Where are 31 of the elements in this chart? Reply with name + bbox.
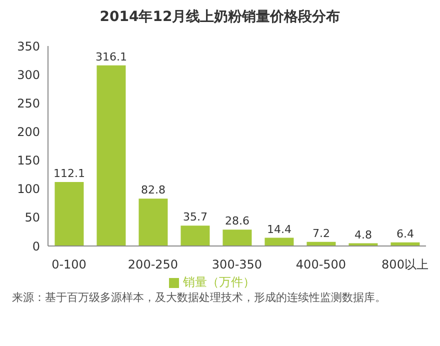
y-tick-label: 300 — [17, 68, 40, 82]
x-tick-label: 300-350 — [212, 258, 262, 272]
x-tick-label: 800以上 — [382, 258, 428, 272]
data-label: 35.7 — [182, 210, 208, 224]
y-tick-label: 50 — [24, 210, 40, 225]
bar — [180, 226, 210, 246]
chart-title: 2014年12月线上奶粉销量价格段分布 — [98, 8, 342, 26]
x-tick-label: 400-500 — [296, 258, 346, 272]
bar — [222, 230, 252, 246]
data-label: 82.8 — [140, 184, 166, 197]
bar — [54, 182, 84, 246]
x-tick-label: 200-250 — [128, 258, 178, 272]
data-label: 4.8 — [354, 228, 372, 242]
y-tick-label: 100 — [17, 182, 40, 196]
source-note: 来源：基于百万级多源样本，及大数据处理技术，形成的连续性监测数据库。 — [11, 291, 387, 305]
data-label: 14.4 — [266, 222, 292, 236]
y-tick-label: 150 — [17, 154, 40, 168]
x-tick-label: 0-100 — [52, 258, 86, 272]
y-tick-label: 350 — [17, 39, 40, 54]
bar — [138, 198, 168, 246]
y-tick-label: 200 — [17, 124, 40, 139]
data-label: 112.1 — [53, 166, 85, 180]
legend-label: 销量（万件） — [183, 275, 255, 289]
data-label: 6.4 — [396, 227, 414, 240]
bar — [264, 238, 294, 246]
bar — [96, 65, 126, 246]
y-tick-label: 250 — [17, 96, 40, 110]
y-tick-label: 0 — [32, 239, 40, 254]
data-label: 28.6 — [224, 214, 250, 228]
data-label: 7.2 — [312, 226, 330, 240]
data-label: 316.1 — [95, 50, 127, 64]
